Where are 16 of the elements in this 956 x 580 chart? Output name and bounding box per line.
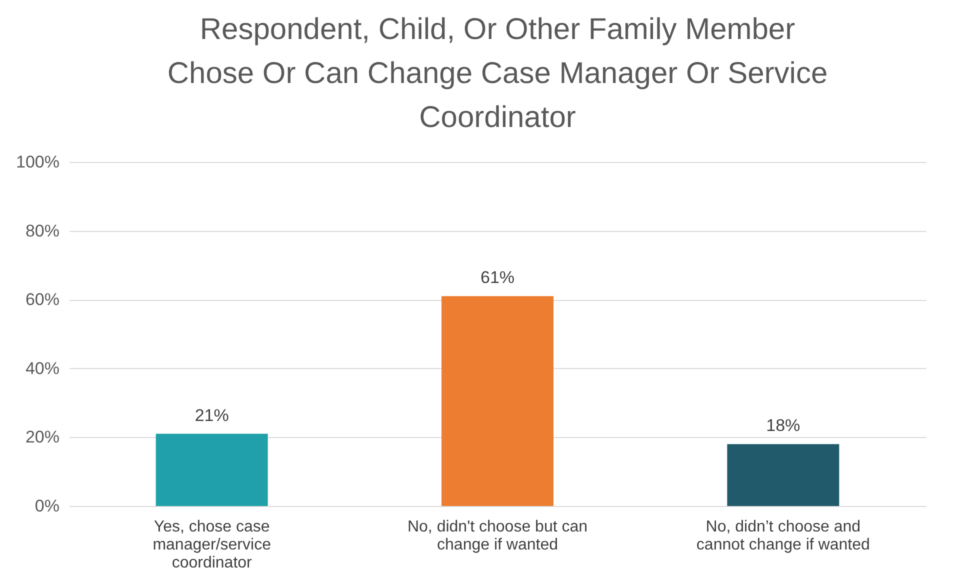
data-label: 61% <box>480 268 515 288</box>
chart-title: Respondent, Child, Or Other Family Member Chose Or Can Change Case Manager Or Service Coordinator <box>167 13 828 134</box>
y-tick-label: 100% <box>16 152 60 172</box>
y-tick-label: 60% <box>25 290 60 310</box>
bar <box>727 444 840 506</box>
x-tick-label: No, didn't choose but can change if wanted <box>407 518 588 554</box>
x-tick-label: Yes, chose case manager/service coordinator <box>152 518 272 572</box>
x-tick-label: No, didn’t choose and cannot change if wanted <box>696 518 870 554</box>
bar <box>442 296 554 506</box>
y-tick-label: 80% <box>25 221 60 240</box>
y-tick-label: 0% <box>34 496 60 516</box>
data-label: 21% <box>194 406 229 425</box>
y-tick-label: 40% <box>25 358 60 378</box>
bar <box>156 434 268 506</box>
y-tick-label: 20% <box>25 428 60 447</box>
data-label: 18% <box>766 416 800 436</box>
